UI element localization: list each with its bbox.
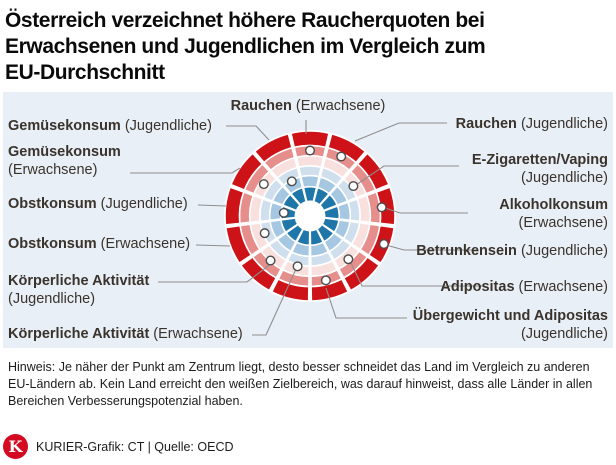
leader-line — [195, 244, 231, 247]
chart-label-cohort: (Jugendliche) — [516, 243, 608, 259]
chart-sector-tile — [224, 186, 245, 226]
leader-line — [226, 125, 270, 141]
chart-label-term: Übergewicht und Adipositas — [412, 308, 608, 324]
data-point-dot — [278, 207, 289, 218]
chart-label-cohort: (Erwachsene) — [291, 98, 386, 114]
chart-label-cohort: (Erwachsene) — [149, 326, 243, 342]
chart-label-term: Obstkonsum — [8, 196, 97, 212]
leader-line — [130, 167, 241, 174]
chart-label-obstkonsum-jugendliche: Obstkonsum (Jugendliche) — [8, 196, 188, 214]
chart-label-cohort: (Erwachsene) — [518, 214, 608, 231]
title-line-3: EU-Durchschnitt — [5, 61, 165, 84]
kurier-logo-letter: K — [8, 437, 23, 456]
chart-sector-tile — [310, 277, 350, 302]
chart-label-cohort: (Jugendliche) — [516, 116, 608, 132]
kurier-logo: K — [3, 434, 28, 459]
footer: K KURIER-Grafik: CT | Quelle: OECD — [3, 434, 234, 459]
data-point-dot — [320, 275, 331, 286]
chart-label-cohort: (Jugendliche) — [8, 290, 96, 307]
credit-line: KURIER-Grafik: CT | Quelle: OECD — [36, 439, 234, 454]
data-point-dot — [343, 254, 354, 265]
chart-label-k-rperliche-aktivit-t-erwachsene: Körperliche Aktivität (Erwachsene) — [8, 326, 243, 344]
chart-label-gem-sekonsum-erwachsene: Gemüsekonsum (Erwachsene) — [8, 144, 121, 179]
chart-label-cohort: (Erwachsene) — [96, 236, 191, 252]
title-line-1: Österreich verzeichnet höhere Raucherquo… — [5, 9, 485, 32]
chart-label-term: Betrunkensein — [416, 243, 517, 259]
chart-label-term: Rauchen — [230, 98, 292, 114]
chart-label-cohort: (Erwachsene) — [8, 161, 98, 178]
data-point-dot — [265, 255, 276, 266]
note-text: Hinweis: Je näher der Punkt am Zentrum l… — [8, 360, 593, 408]
chart-sector-tile — [342, 255, 381, 292]
chart-label-bergewicht-und-adipositas-jugendliche: Übergewicht und Adipositas (Jugendliche) — [413, 308, 608, 343]
chart-label-term: Gemüsekonsum — [8, 118, 121, 134]
chart-sector-tile — [289, 130, 331, 149]
chart-label-adipositas-erwachsene: Adipositas (Erwachsene) — [440, 279, 608, 297]
radial-target-chart — [130, 120, 485, 336]
chart-label-k-rperliche-aktivit-t-jugendliche: Körperliche Aktivität (Jugendliche) — [8, 273, 149, 308]
chart-label-e-zigaretten-vaping-jugendliche: E-Zigaretten/Vaping (Jugendliche) — [472, 152, 608, 187]
chart-label-betrunkensein-jugendliche: Betrunkensein (Jugendliche) — [416, 243, 608, 261]
data-point-dot — [376, 202, 387, 213]
chart-label-term: Körperliche Aktivität — [8, 326, 150, 342]
chart-label-alkoholkonsum-erwachsene: Alkoholkonsum (Erwachsene) — [499, 197, 608, 232]
chart-sector-tile — [326, 132, 367, 164]
data-point-dot — [286, 176, 297, 187]
leader-line — [325, 287, 407, 319]
chart-label-term: Rauchen — [455, 116, 517, 132]
chart-sector-tile — [224, 224, 253, 265]
title-line-2: Erwachsenen und Jugendlichen im Vergleic… — [5, 35, 486, 58]
chart-label-cohort: (Jugendliche) — [96, 196, 188, 212]
data-point-dot — [305, 145, 316, 156]
chart-label-term: E-Zigaretten/Vaping — [471, 152, 608, 168]
chart-sector-tile — [253, 132, 294, 164]
data-point-dot — [378, 239, 389, 250]
chart-label-obstkonsum-erwachsene: Obstkonsum (Erwachsene) — [8, 236, 190, 254]
leader-line — [252, 268, 297, 336]
leader-line — [349, 260, 485, 287]
chart-sector-tile — [295, 154, 325, 169]
chart-sector-tile — [229, 152, 264, 191]
leader-line — [197, 204, 227, 207]
leader-line — [384, 207, 468, 214]
data-point-dot — [336, 151, 347, 162]
chart-label-cohort: (Jugendliche) — [520, 169, 608, 186]
chart-sector-tile — [299, 174, 321, 189]
chart-label-cohort: (Jugendliche) — [120, 118, 212, 134]
leader-line — [158, 262, 273, 283]
chart-label-cohort: (Jugendliche) — [520, 325, 608, 342]
data-point-dot — [292, 261, 303, 272]
target-center — [294, 200, 326, 232]
leader-line — [385, 244, 478, 251]
chart-sector-tile — [270, 277, 310, 302]
data-point-dot — [258, 179, 269, 190]
data-point-dot — [259, 228, 270, 239]
chart-label-term: Obstkonsum — [8, 236, 97, 252]
chart-label-term: Alkoholkonsum — [499, 197, 608, 213]
chart-sector-tile — [356, 152, 391, 191]
chart-label-gem-sekonsum-jugendliche: Gemüsekonsum (Jugendliche) — [8, 118, 212, 136]
chart-label-cohort: (Erwachsene) — [514, 279, 608, 295]
page-title: Österreich verzeichnet höhere Raucherquo… — [5, 8, 608, 86]
chart-label-rauchen-jugendliche: Rauchen (Jugendliche) — [456, 116, 608, 134]
leader-line — [354, 122, 447, 142]
chart-sector-tile — [297, 165, 323, 178]
chart-label-term: Adipositas — [440, 279, 515, 295]
header: Österreich verzeichnet höhere Raucherquo… — [0, 0, 616, 90]
data-point-dot — [348, 181, 359, 192]
chart-panel: Rauchen (Erwachsene) Rauchen (Jugendliche… — [0, 92, 616, 348]
chart-label-term: Gemüsekonsum — [8, 144, 121, 160]
chart-label-term: Körperliche Aktivität — [8, 273, 150, 289]
leader-line — [355, 165, 459, 186]
chart-label-rauchen-erwachsene: Rauchen (Erwachsene) — [208, 98, 408, 116]
